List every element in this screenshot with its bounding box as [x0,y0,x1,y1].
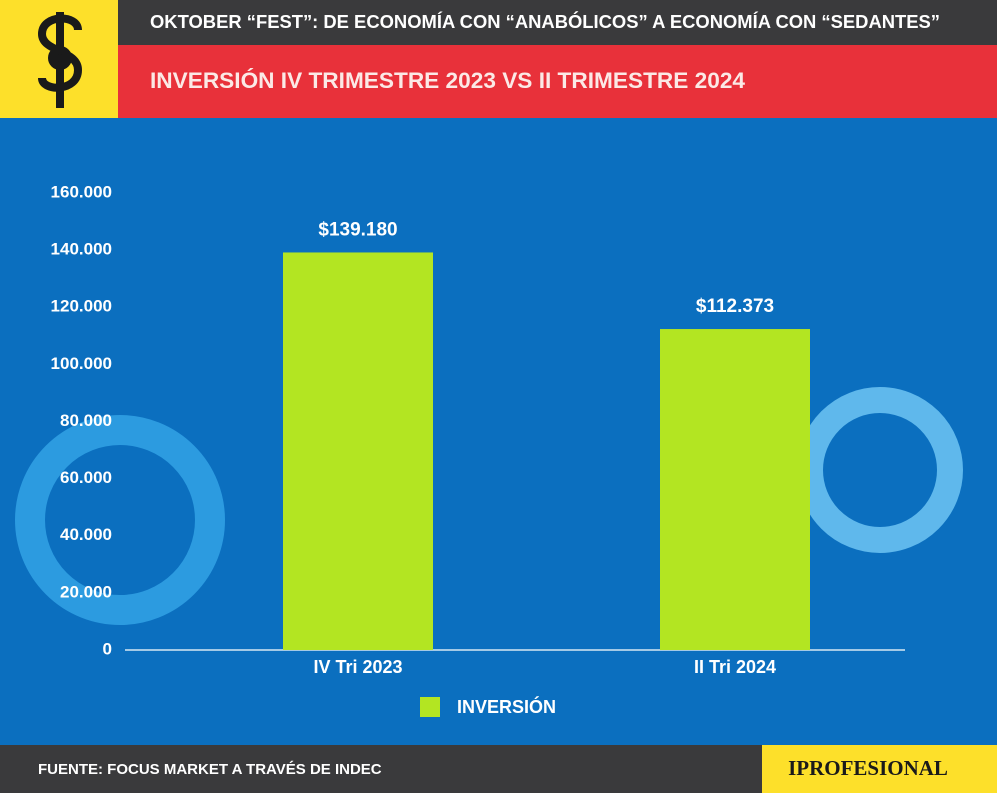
value-label: $139.180 [318,219,397,240]
watermark [15,415,225,625]
y-tick-label: 0 [103,639,112,658]
x-tick-label: IV Tri 2023 [313,657,402,677]
source: FUENTE: FOCUS MARKET A TRAVÉS DE INDEC [38,761,382,778]
chart-subtitle: INVERSIÓN IV TRIMESTRE 2023 VS II TRIMES… [150,68,746,93]
y-tick-label: 80.000 [60,411,112,430]
y-tick-label: 100.000 [51,354,112,373]
y-tick-label: 20.000 [60,582,112,601]
title-bar [0,0,997,45]
value-label: $112.373 [696,296,774,317]
chart-title: OKTOBER “FEST”: DE ECONOMÍA CON “ANABÓLI… [150,11,940,32]
y-tick-label: 120.000 [51,297,112,316]
bar [283,252,433,650]
legend-swatch [420,697,440,717]
y-tick-label: 60.000 [60,468,112,487]
legend-label: INVERSIÓN [457,696,556,717]
bar [660,329,810,650]
y-tick-label: 140.000 [51,240,112,259]
brand-box [762,745,997,793]
logo [37,12,83,108]
x-tick-label: II Tri 2024 [694,657,776,677]
brand: IPROFESIONAL [788,756,948,780]
plot: 0 20.000 40.000 60.000 80.000 100.000 120.000 1… [51,182,905,717]
y-tick-label: 160.000 [51,182,112,201]
subtitle-bar [0,45,997,118]
y-tick-label: 40.000 [60,525,112,544]
